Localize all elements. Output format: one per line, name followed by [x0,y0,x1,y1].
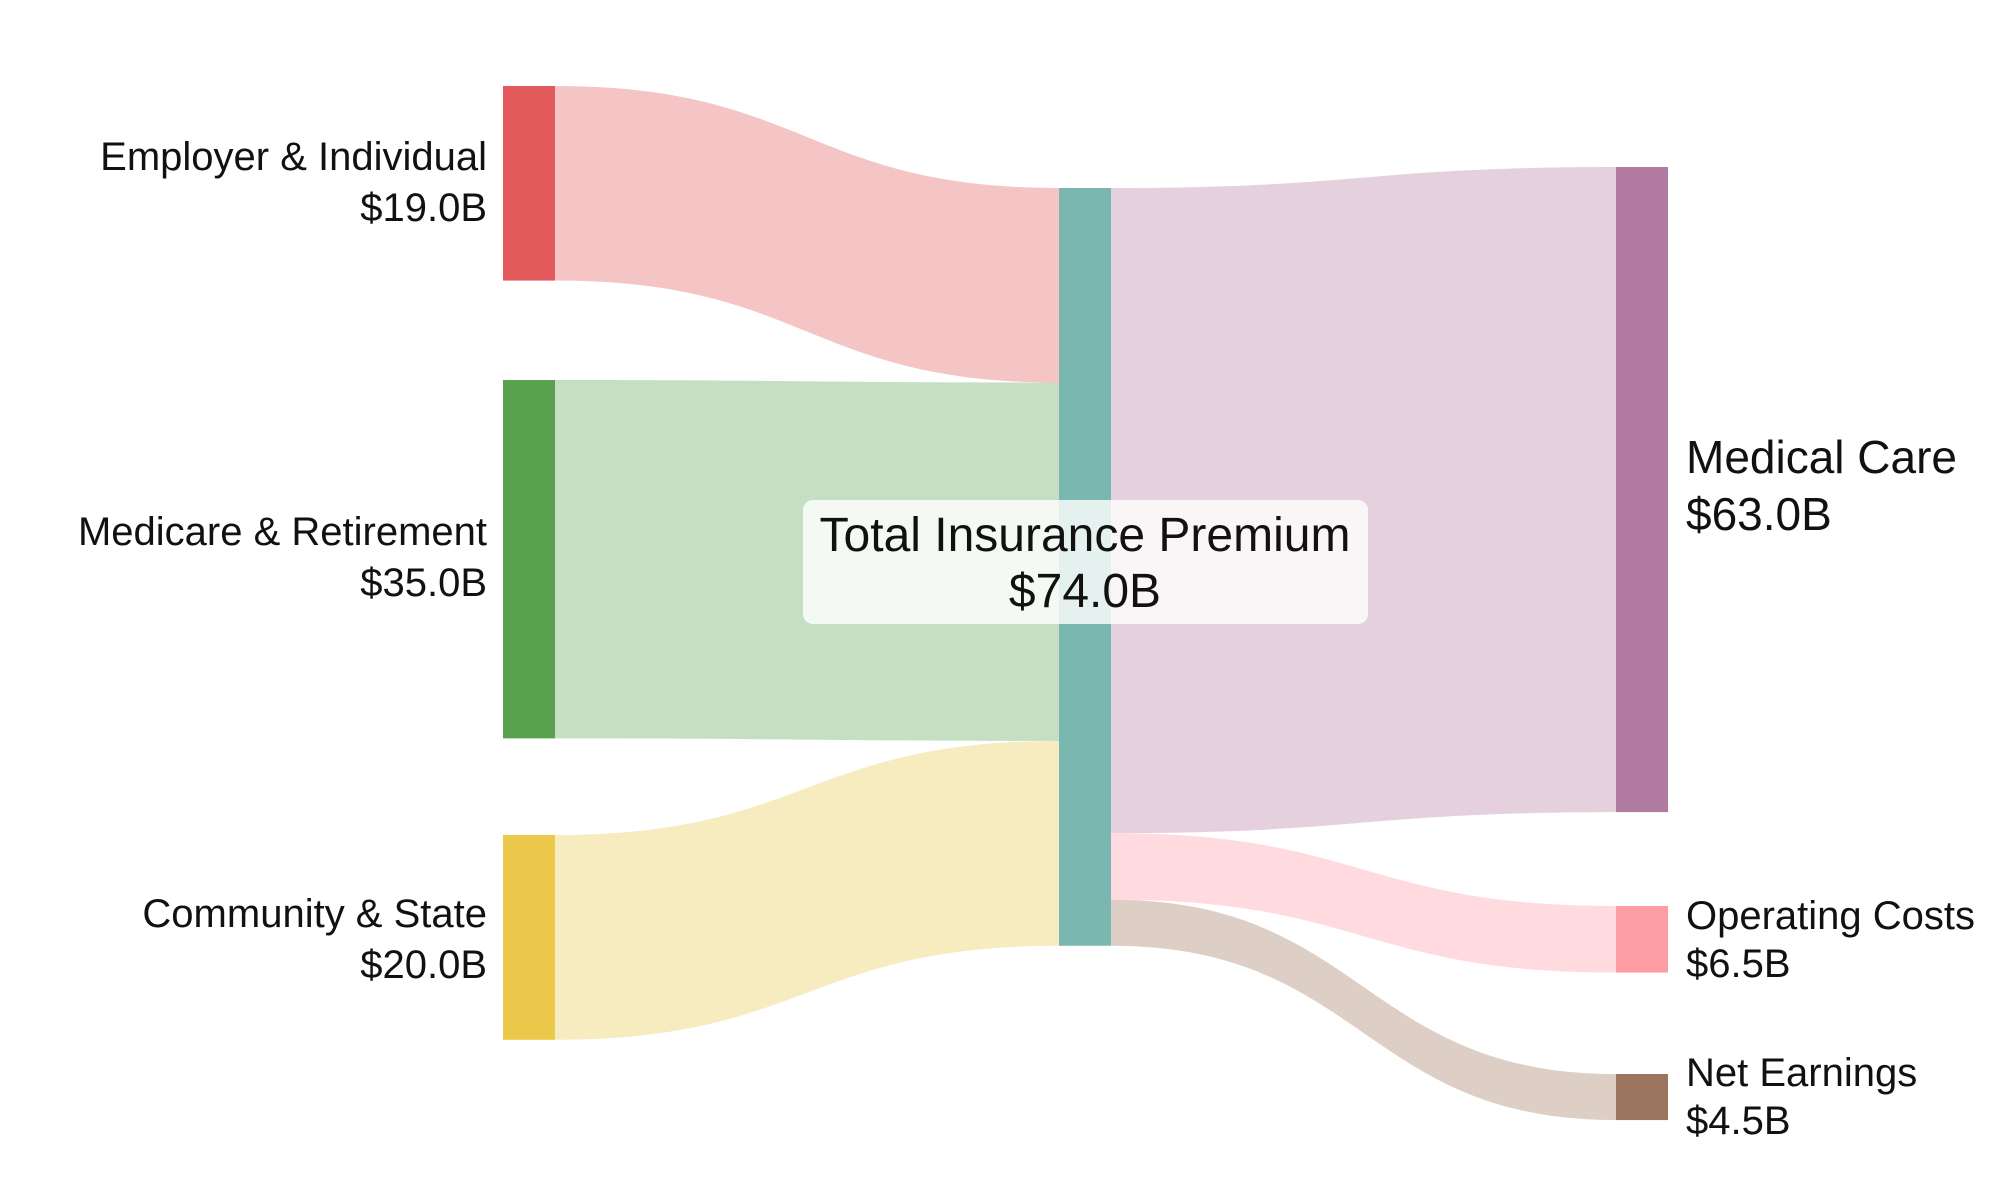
flow-operating-costs [1111,833,1616,973]
value-net-earnings: $4.5B [1686,1099,1791,1143]
value-total-insurance-premium: $74.0B [1009,565,1161,618]
node-operating-costs [1616,906,1668,973]
label-community-state: Community & State [142,892,487,936]
node-employer-individual [503,86,555,281]
flow-community-state [555,740,1059,1040]
flow-medical-care [1111,167,1616,834]
node-net-earnings [1616,1074,1668,1121]
node-medicare-retirement [503,380,555,739]
value-employer-individual: $19.0B [360,186,487,230]
node-medical-care [1616,167,1668,813]
label-medicare-retirement: Medicare & Retirement [78,510,487,554]
value-medicare-retirement: $35.0B [360,561,487,605]
flow-net-earnings [1111,899,1616,1121]
center-label-box [803,500,1368,624]
value-operating-costs: $6.5B [1686,942,1791,986]
node-community-state [503,835,555,1040]
value-medical-care: $63.0B [1686,488,1832,540]
value-community-state: $20.0B [360,943,487,987]
flow-employer-individual [555,86,1059,383]
label-medical-care: Medical Care [1686,431,1957,483]
label-total-insurance-premium: Total Insurance Premium [820,509,1351,562]
label-employer-individual: Employer & Individual [100,135,487,179]
label-operating-costs: Operating Costs [1686,894,1975,938]
label-net-earnings: Net Earnings [1686,1051,1917,1095]
